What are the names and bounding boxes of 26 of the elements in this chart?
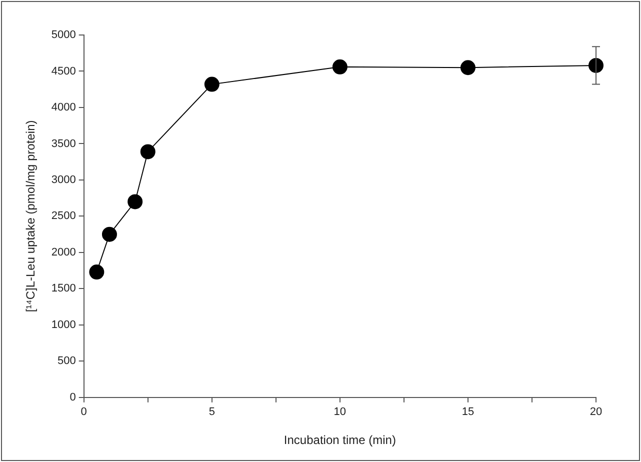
y-tick-label: 3500 <box>51 138 76 150</box>
x-axis-title: Incubation time (min) <box>284 433 396 448</box>
y-tick-label: 1000 <box>51 318 76 331</box>
point <box>332 59 348 74</box>
y-tick-label: 2000 <box>51 246 76 258</box>
y-tick-label: 3000 <box>51 174 76 186</box>
y-axis-title: [¹⁴C]L-Leu uptake (pmol/mg protein) <box>24 120 38 312</box>
point <box>102 226 117 242</box>
point <box>204 76 220 92</box>
x-tick-label: 15 <box>462 406 474 418</box>
x-tick-label: 10 <box>334 406 346 418</box>
y-tick-label: 5000 <box>51 29 76 42</box>
point <box>128 194 143 210</box>
point <box>89 264 104 280</box>
point <box>460 60 476 76</box>
y-tick-label: 500 <box>58 355 76 368</box>
y-tick-label: 0 <box>70 391 76 404</box>
y-tick-label: 1500 <box>51 282 76 295</box>
point <box>588 58 604 73</box>
y-tick-label: 2500 <box>51 210 76 222</box>
x-tick-label: 0 <box>80 406 87 418</box>
y-tick-label: 4500 <box>51 65 76 78</box>
y-tick-label: 4000 <box>51 102 76 114</box>
x-tick-label: 20 <box>590 406 602 418</box>
point <box>140 144 156 160</box>
x-tick-label: 5 <box>208 406 215 418</box>
